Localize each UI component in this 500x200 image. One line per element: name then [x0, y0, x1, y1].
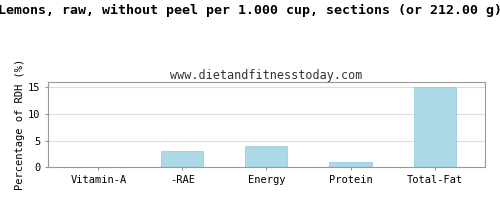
Bar	[414, 87, 456, 167]
Bar	[330, 162, 372, 167]
Bar	[162, 151, 203, 167]
Title: www.dietandfitnesstoday.com: www.dietandfitnesstoday.com	[170, 69, 362, 82]
Bar	[246, 146, 288, 167]
Text: Lemons, raw, without peel per 1.000 cup, sections (or 212.00 g): Lemons, raw, without peel per 1.000 cup,…	[0, 4, 500, 17]
Y-axis label: Percentage of RDH (%): Percentage of RDH (%)	[15, 59, 25, 190]
